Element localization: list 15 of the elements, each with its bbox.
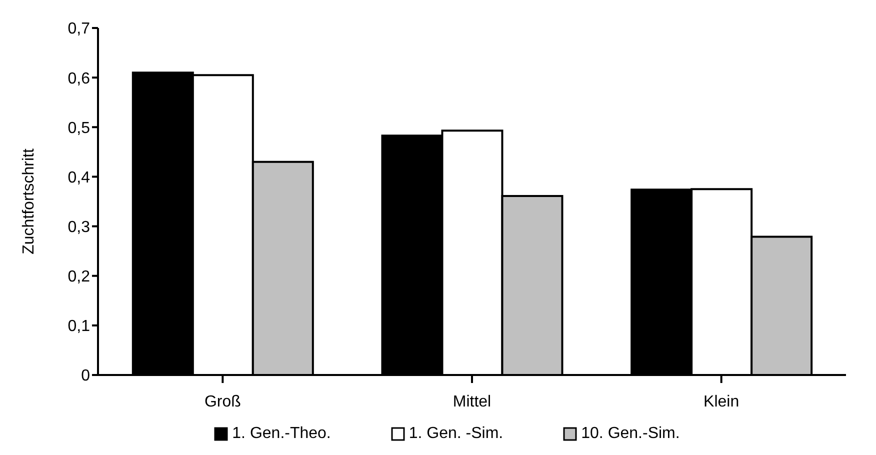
y-tick-label: 0 bbox=[81, 368, 90, 385]
y-tick-label: 0,5 bbox=[68, 120, 90, 137]
y-tick-label: 0,6 bbox=[68, 70, 90, 88]
legend-label: 1. Gen.-Theo. bbox=[232, 425, 331, 443]
y-tick-label: 0,2 bbox=[68, 268, 90, 286]
legend-label: 10. Gen.-Sim. bbox=[581, 425, 680, 443]
y-tick-label: 0,1 bbox=[68, 318, 90, 336]
y-tick-label: 0,7 bbox=[68, 20, 90, 38]
y-tick-label: 0,4 bbox=[68, 169, 90, 186]
x-tick-label: Klein bbox=[704, 393, 740, 410]
legend-label: 1. Gen. -Sim. bbox=[408, 425, 504, 443]
x-tick-label: Groß bbox=[204, 393, 242, 410]
x-tick-label: Mittel bbox=[452, 393, 492, 410]
y-tick-label: 0,3 bbox=[68, 218, 90, 236]
y-axis-title: Zuchtfortschritt bbox=[20, 148, 38, 254]
